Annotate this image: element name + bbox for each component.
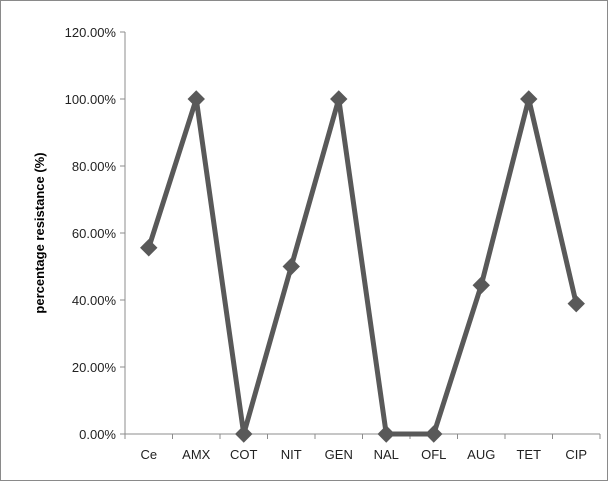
y-tick-label: 0.00% [79,427,116,442]
data-point-marker [567,294,585,313]
data-point-marker [520,90,538,108]
data-point-marker [330,90,348,108]
y-tick-label: 120.00% [65,25,117,40]
y-tick-label: 20.00% [72,360,117,375]
y-tick-label: 100.00% [65,92,117,107]
x-tick-label: NAL [374,447,399,462]
x-tick-label: AUG [467,447,495,462]
y-tick-label: 60.00% [72,226,117,241]
y-axis-label: percentage resistance (%) [32,152,47,313]
x-tick-label: GEN [325,447,353,462]
x-tick-label: AMX [182,447,211,462]
series-line [146,96,579,437]
data-point-marker [472,276,490,294]
series [140,90,585,443]
x-ticks: Ce AMX COT NIT GEN NAL OFL AUG TET CIP [124,434,601,462]
data-point-marker [282,257,300,276]
x-tick-label: NIT [281,447,302,462]
y-ticks: 0.00% 20.00% 40.00% 60.00% 80.00% 100.00% 120.… [65,25,125,442]
data-point-marker [140,239,158,257]
x-tick-label: OFL [421,447,446,462]
x-tick-label: CIP [565,447,587,462]
y-tick-label: 80.00% [72,159,117,174]
y-tick-label: 40.00% [72,293,117,308]
data-point-marker [235,425,253,443]
data-point-marker [377,425,395,443]
x-tick-label: Ce [140,447,157,462]
data-point-marker [425,425,443,443]
data-point-marker [187,90,205,108]
x-tick-label: COT [230,447,258,462]
x-tick-label: TET [516,447,541,462]
